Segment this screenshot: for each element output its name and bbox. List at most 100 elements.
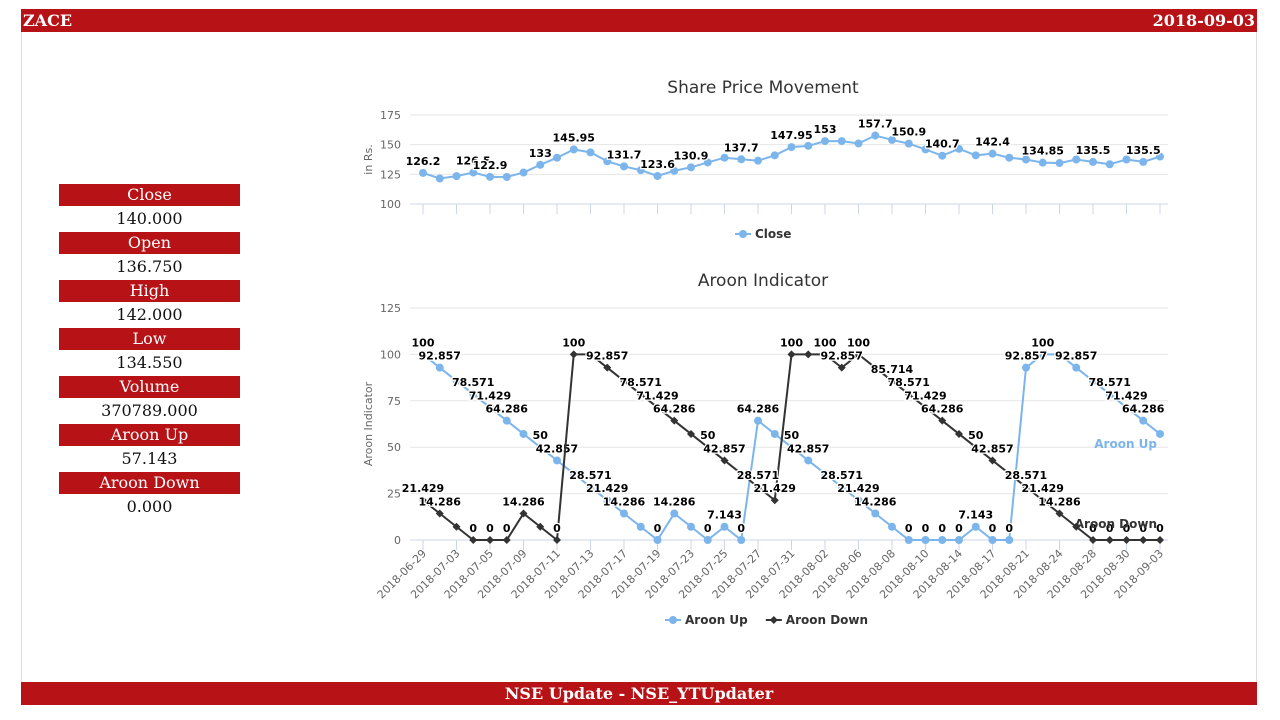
data-label: 100 bbox=[847, 336, 870, 349]
data-point bbox=[837, 482, 846, 491]
data-point bbox=[553, 153, 561, 162]
data-point bbox=[653, 403, 662, 412]
data-point bbox=[1055, 159, 1064, 168]
footer-bar: NSE Update - NSE_YTUpdater bbox=[21, 682, 1257, 705]
page-frame bbox=[21, 9, 1257, 705]
data-label: 0 bbox=[1005, 522, 1013, 535]
data-label: 0 bbox=[1106, 522, 1114, 535]
stat-label-low: Low bbox=[59, 328, 240, 350]
chart-title: Aroon Indicator bbox=[698, 271, 828, 291]
data-point bbox=[854, 139, 863, 148]
data-point bbox=[770, 496, 779, 505]
data-label: 122.9 bbox=[473, 159, 508, 172]
data-point bbox=[737, 536, 746, 544]
data-point bbox=[620, 376, 628, 385]
y-axis-label: Aroon Indicator bbox=[362, 381, 375, 466]
data-point bbox=[904, 536, 913, 544]
data-point bbox=[1089, 376, 1097, 385]
data-point bbox=[636, 522, 645, 531]
data-point bbox=[1055, 509, 1064, 518]
data-label: 14.286 bbox=[502, 495, 545, 508]
stat-label-close: Close bbox=[59, 184, 240, 206]
data-point bbox=[938, 536, 947, 544]
legend-item: Close bbox=[755, 227, 791, 241]
data-point bbox=[1022, 155, 1030, 164]
data-point bbox=[569, 145, 578, 154]
data-point bbox=[854, 496, 863, 505]
y-tick-label: 75 bbox=[387, 395, 401, 408]
data-point bbox=[720, 522, 729, 531]
data-label: 0 bbox=[938, 522, 946, 535]
data-label: 0 bbox=[704, 522, 712, 535]
data-label: 140.7 bbox=[925, 138, 960, 151]
data-point bbox=[837, 363, 846, 372]
data-label: 0 bbox=[503, 522, 511, 535]
data-label: 50 bbox=[700, 429, 716, 442]
data-point bbox=[687, 522, 695, 531]
data-point bbox=[703, 158, 712, 167]
data-label: 126.5 bbox=[456, 155, 491, 168]
data-label: 64.286 bbox=[921, 403, 964, 416]
data-point bbox=[1122, 403, 1131, 412]
data-label: 14.286 bbox=[854, 495, 897, 508]
data-label: 42.857 bbox=[787, 442, 829, 455]
data-label: 64.286 bbox=[1122, 403, 1165, 416]
data-point bbox=[821, 137, 829, 146]
data-point bbox=[754, 482, 762, 491]
legend-item: Aroon Up bbox=[685, 613, 748, 627]
data-label: 14.286 bbox=[419, 495, 462, 508]
data-point bbox=[871, 509, 880, 518]
data-point bbox=[1122, 536, 1131, 544]
data-point bbox=[553, 456, 561, 465]
data-point bbox=[519, 429, 528, 438]
data-point bbox=[536, 443, 545, 452]
data-point bbox=[653, 536, 662, 544]
data-point bbox=[703, 536, 712, 544]
data-point bbox=[603, 157, 612, 166]
y-tick-label: 175 bbox=[380, 109, 401, 122]
data-label: 14.286 bbox=[653, 495, 696, 508]
data-point bbox=[1038, 158, 1047, 167]
data-point bbox=[1038, 496, 1047, 505]
stat-value-low: 134.550 bbox=[116, 353, 183, 372]
chart-title: Share Price Movement bbox=[667, 78, 859, 98]
data-label: 100 bbox=[780, 336, 803, 349]
data-label: 126.2 bbox=[406, 155, 441, 168]
data-point bbox=[804, 350, 813, 359]
data-point bbox=[955, 536, 963, 544]
data-point bbox=[1089, 157, 1097, 166]
data-label: 92.857 bbox=[1055, 350, 1097, 363]
y-tick-label: 100 bbox=[380, 348, 401, 361]
data-point bbox=[1072, 363, 1081, 372]
data-point bbox=[754, 416, 762, 425]
stat-label-high: High bbox=[59, 280, 240, 302]
data-point bbox=[770, 151, 779, 160]
data-point bbox=[754, 156, 762, 165]
data-point bbox=[938, 151, 947, 160]
data-point bbox=[821, 469, 829, 478]
data-label: 100 bbox=[814, 336, 837, 349]
data-label: 0 bbox=[553, 522, 561, 535]
data-point bbox=[1156, 152, 1164, 161]
data-label: 137.7 bbox=[724, 141, 759, 154]
data-label: 71.429 bbox=[904, 389, 946, 402]
data-label: 78.571 bbox=[452, 376, 494, 389]
data-label: 42.857 bbox=[971, 442, 1013, 455]
data-point bbox=[419, 496, 427, 505]
data-label: 21.429 bbox=[837, 482, 879, 495]
data-point bbox=[586, 482, 595, 491]
data-point bbox=[888, 376, 896, 385]
data-point bbox=[469, 536, 478, 544]
data-point bbox=[737, 155, 746, 164]
data-label: 123.6 bbox=[640, 158, 675, 171]
data-point bbox=[452, 172, 461, 181]
data-label: 157.7 bbox=[858, 118, 893, 131]
data-point bbox=[971, 443, 980, 452]
data-label: 147.95 bbox=[770, 129, 812, 142]
data-point bbox=[955, 144, 963, 153]
data-point bbox=[536, 522, 545, 531]
data-label: 142.4 bbox=[975, 136, 1010, 149]
data-label: 21.429 bbox=[754, 482, 796, 495]
data-label: 92.857 bbox=[419, 350, 461, 363]
